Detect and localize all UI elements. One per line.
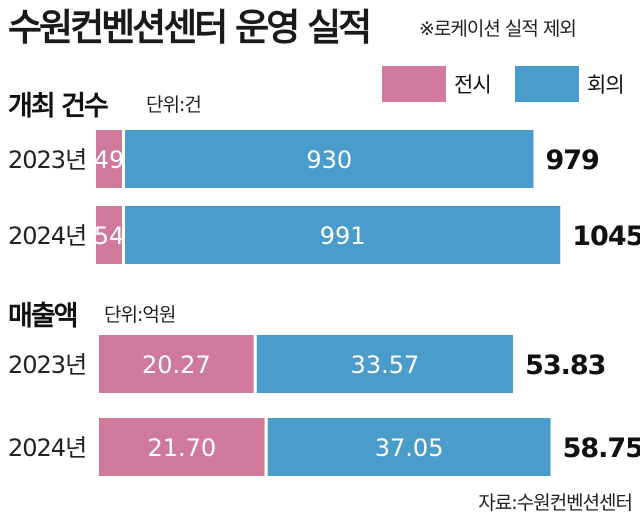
bar-segment (125, 130, 534, 188)
total-label: 53.83 (525, 350, 605, 381)
section-title-revenue: 매출액 (8, 301, 79, 332)
bar-segment (256, 335, 514, 393)
legend-swatch-exhibition (382, 66, 446, 102)
source-note: 자료:수원컨벤션센터 (478, 492, 633, 514)
section-title-count: 개최 건수 (8, 91, 109, 122)
row-label: 2023년 (8, 146, 86, 174)
bar-segment (125, 206, 561, 264)
chart-title: 수원컨벤션센터 운영 실적 (8, 6, 372, 49)
row-label: 2023년 (8, 351, 86, 379)
bar-value-label: 49 (94, 146, 125, 174)
row-label: 2024년 (8, 222, 86, 250)
bar-value-label: 20.27 (142, 351, 211, 379)
bar-value-label: 54 (94, 222, 125, 250)
exclusion-note: ※로케이션 실적 제외 (419, 18, 577, 40)
legend-swatch-meeting (515, 66, 579, 102)
unit-count: 단위:건 (146, 94, 202, 116)
bar-divider (253, 335, 257, 393)
bar-value-label: 33.57 (351, 351, 420, 379)
bar-value-label: 21.70 (147, 434, 216, 462)
total-label: 1045 (572, 221, 640, 252)
unit-revenue: 단위:억원 (104, 304, 176, 326)
bar-segment (267, 418, 551, 476)
legend-meeting: 회의 (515, 66, 625, 102)
bar-value-label: 37.05 (375, 434, 444, 462)
bar-divider (122, 206, 125, 264)
legend-exhibition: 전시 (382, 66, 492, 102)
bar-segment (99, 418, 265, 476)
bar-divider (122, 130, 125, 188)
bar-value-label: 930 (306, 146, 352, 174)
total-label: 979 (545, 145, 599, 176)
legend-label-exhibition: 전시 (454, 73, 492, 97)
bar-value-label: 991 (320, 222, 366, 250)
legend-label-meeting: 회의 (587, 73, 625, 97)
bar-segment (96, 206, 122, 264)
row-label: 2024년 (8, 434, 86, 462)
bar-segment (96, 130, 122, 188)
bar-divider (264, 418, 268, 476)
total-label: 58.75 (563, 433, 640, 464)
bar-segment (99, 335, 254, 393)
